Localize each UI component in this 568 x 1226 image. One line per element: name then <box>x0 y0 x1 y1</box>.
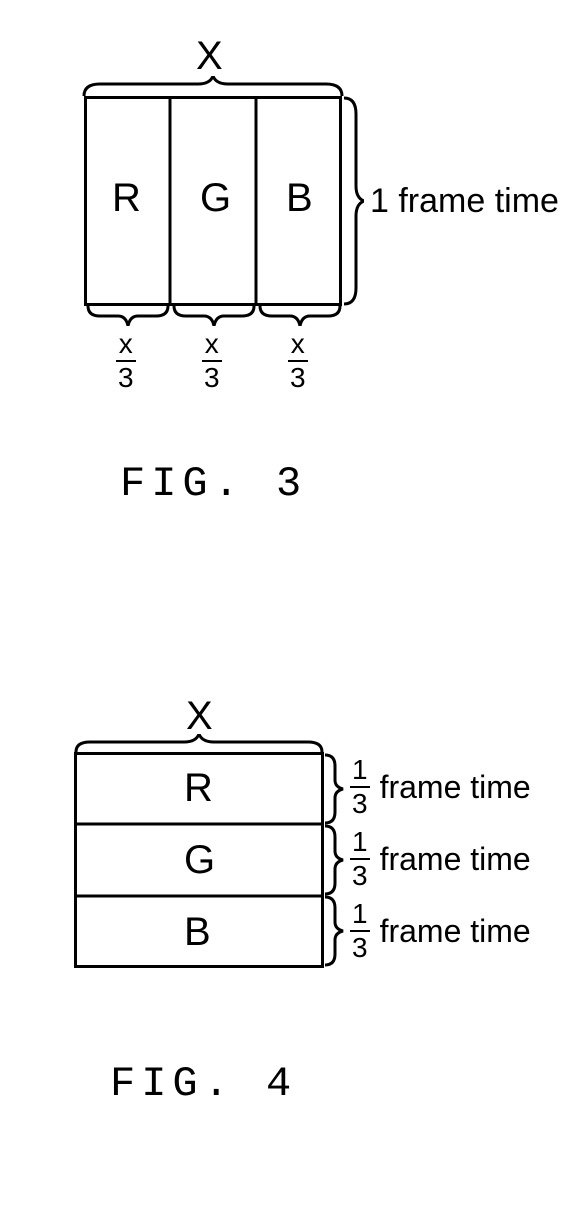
page: X R G B 1 frame time <box>0 0 568 1226</box>
fig4-right-brace-3 <box>322 894 344 968</box>
frame-time-text: frame time <box>380 913 531 950</box>
fig4: X R G B 1 3 fr <box>0 0 568 1226</box>
frac-num: 1 <box>350 828 370 856</box>
fig4-top-letter: X <box>186 694 213 739</box>
fig4-right-label-2: 1 3 frame time <box>350 828 531 890</box>
frac-num: 1 <box>350 756 370 784</box>
frac-den: 3 <box>350 790 370 818</box>
frame-time-text: frame time <box>380 841 531 878</box>
fig4-right-brace-1 <box>322 752 344 826</box>
fig4-row-b: B <box>184 910 211 955</box>
frac-den: 3 <box>350 934 370 962</box>
fig4-caption: FIG. 4 <box>110 1060 297 1108</box>
fig4-right-brace-2 <box>322 823 344 897</box>
frac-num: 1 <box>350 900 370 928</box>
fig4-row-r: R <box>184 766 213 811</box>
frac-den: 3 <box>350 862 370 890</box>
frame-time-text: frame time <box>380 769 531 806</box>
fig4-row-g: G <box>184 838 215 883</box>
fig4-right-label-1: 1 3 frame time <box>350 756 531 818</box>
fig4-right-label-3: 1 3 frame time <box>350 900 531 962</box>
